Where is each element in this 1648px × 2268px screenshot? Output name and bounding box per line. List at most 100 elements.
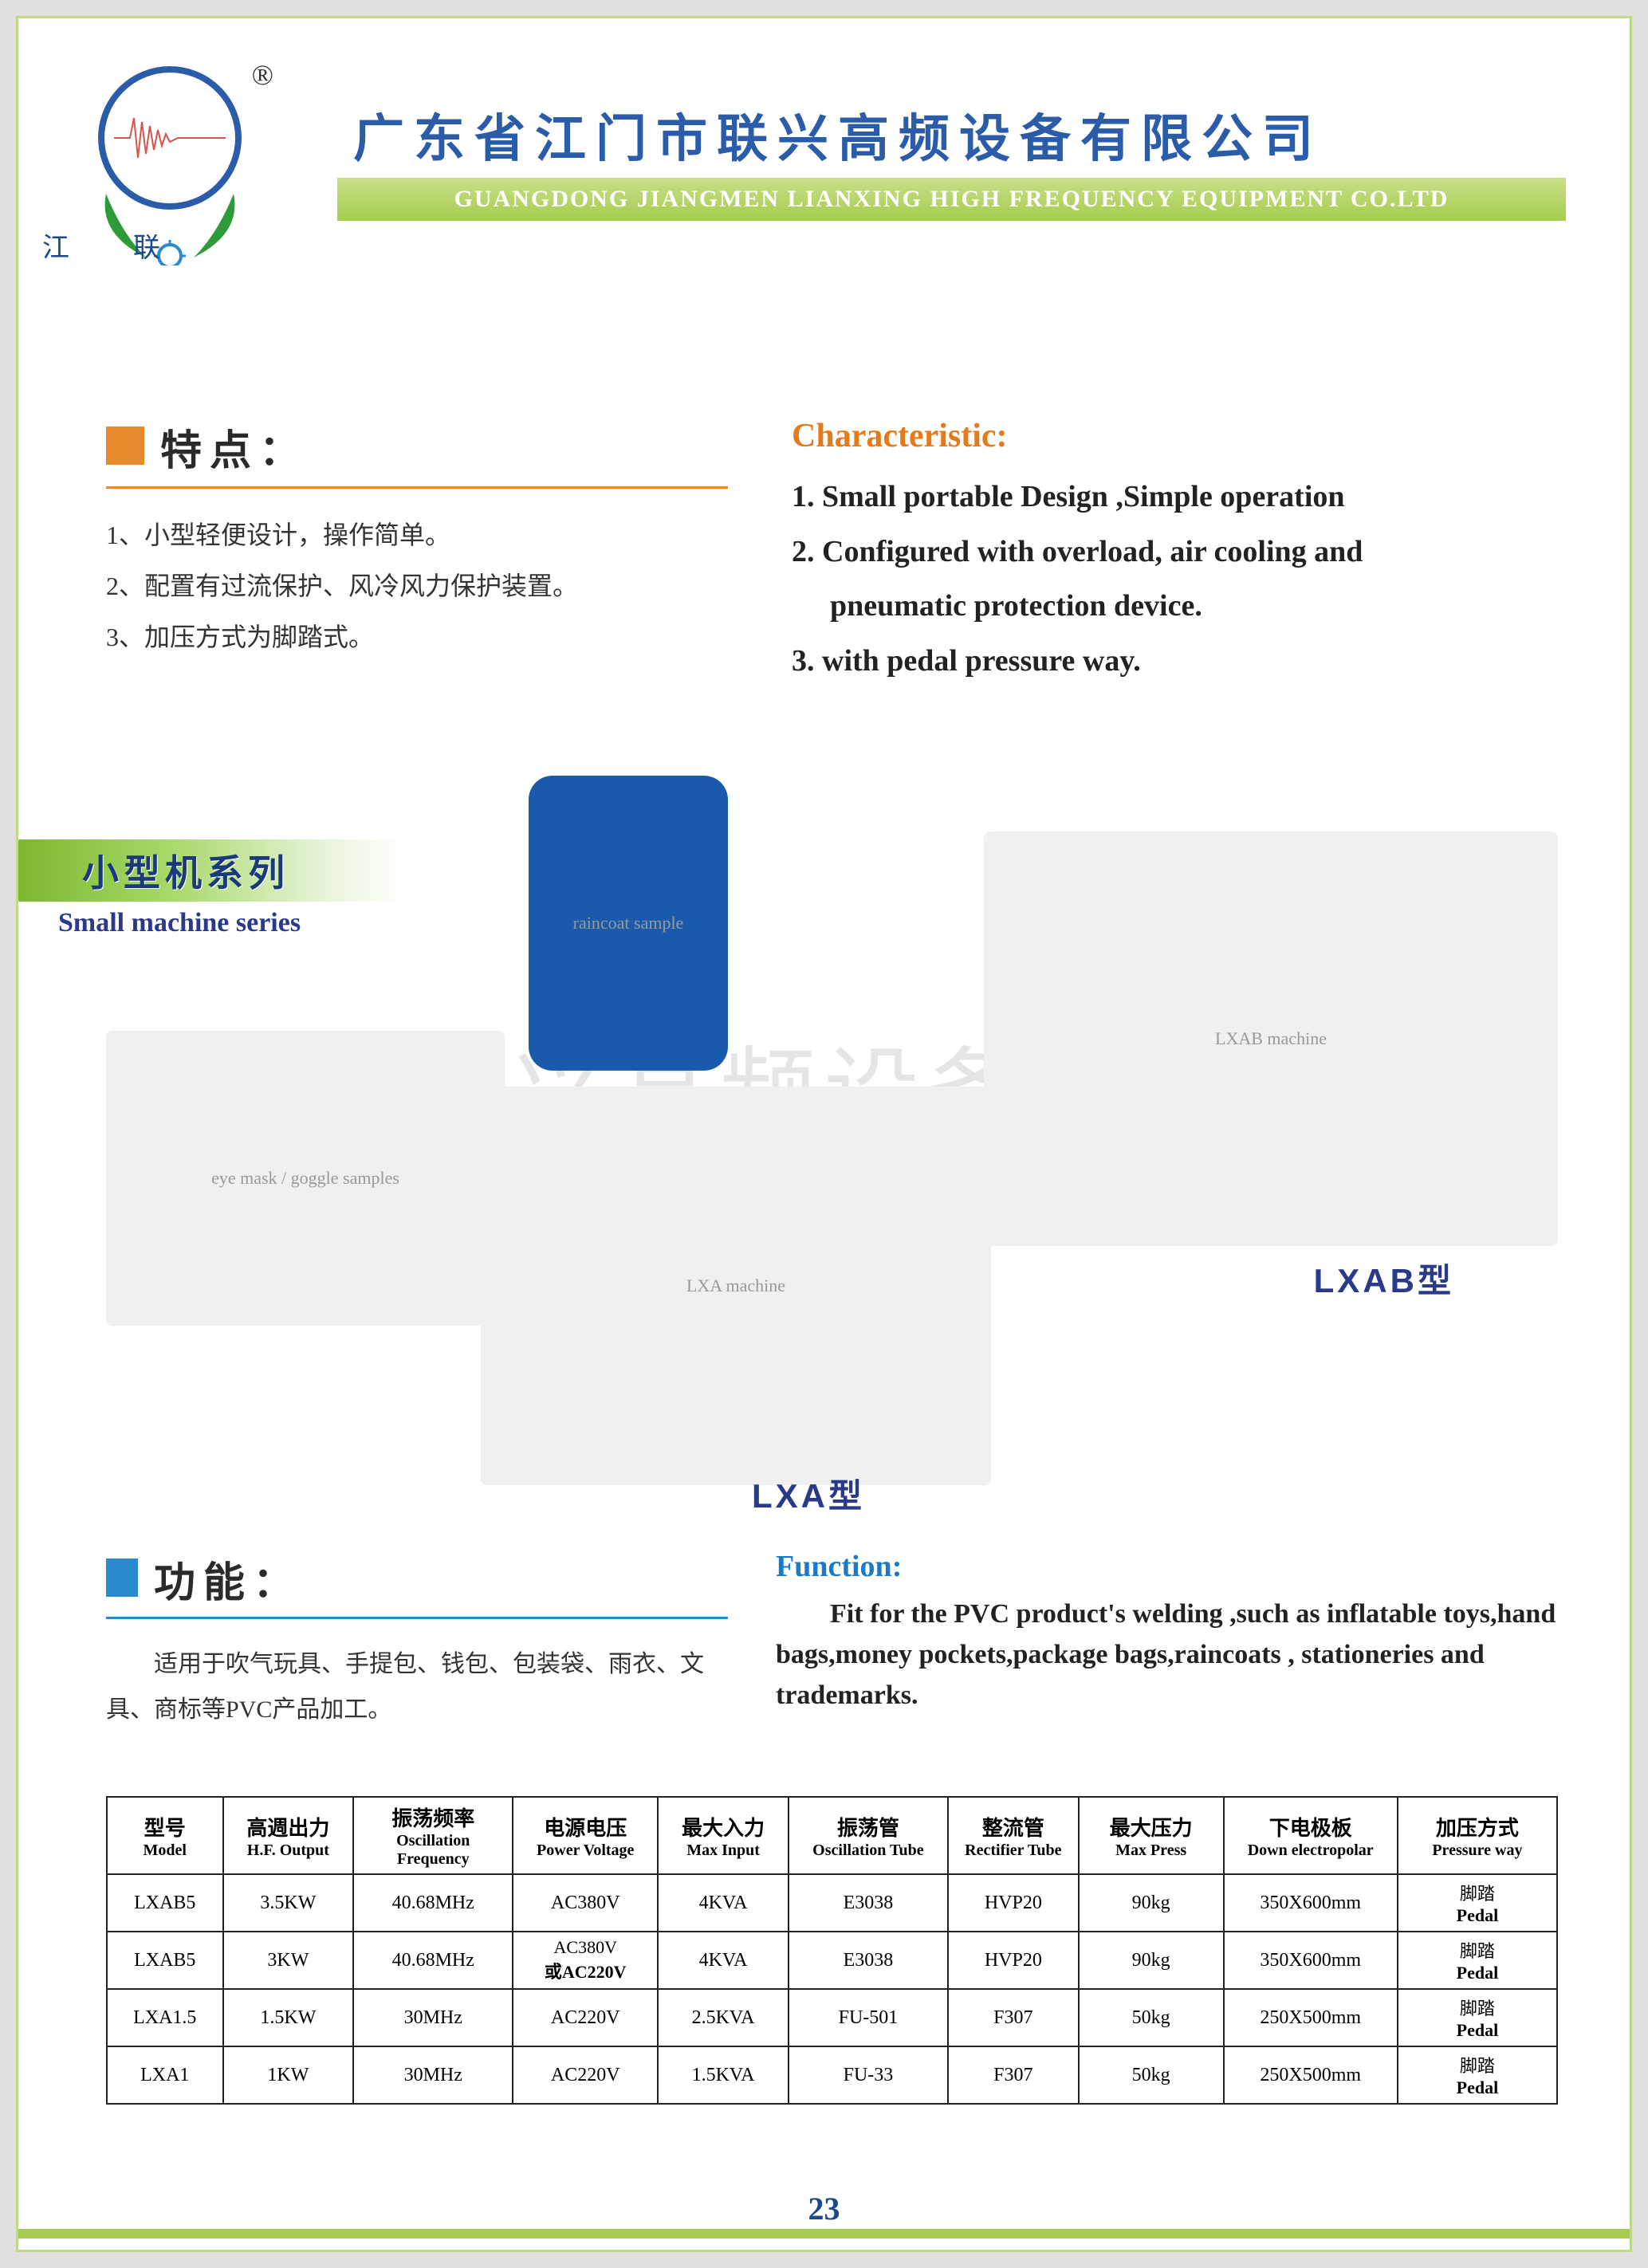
spec-cell: 40.68MHz <box>353 1874 513 1932</box>
spec-cell: LXAB5 <box>107 1874 223 1932</box>
spec-cell: 90kg <box>1079 1932 1224 1989</box>
spec-cell: 50kg <box>1079 1989 1224 2046</box>
spec-cell: 90kg <box>1079 1874 1224 1932</box>
spec-cell: 1KW <box>223 2046 354 2104</box>
spec-cell: 3.5KW <box>223 1874 354 1932</box>
raincoat-sample-image: raincoat sample <box>529 776 728 1071</box>
spec-cell: 30MHz <box>353 1989 513 2046</box>
char-list-en: 1. Small portable Design ,Simple operati… <box>792 471 1566 686</box>
spec-row: LXA11KW30MHzAC220V1.5KVAFU-33F30750kg250… <box>107 2046 1557 2104</box>
characteristic-en: Characteristic: 1. Small portable Design… <box>792 417 1566 690</box>
char-list-cn: 1、小型轻便设计，操作简单。 2、配置有过流保护、风冷风力保护装置。 3、加压方… <box>106 509 728 662</box>
lxab-machine-image: LXAB machine <box>984 831 1558 1246</box>
char-title-en: Characteristic: <box>792 417 1566 455</box>
page-header: ® 广东省江门市联兴高频设备有限公司 GUANGDONG JIANGMEN LI… <box>82 66 1566 273</box>
product-images-area: raincoat sample eye mask / goggle sample… <box>98 776 1566 1493</box>
footer-green-bar <box>18 2229 1630 2239</box>
blue-bullet-icon <box>106 1559 138 1597</box>
spec-cell: E3038 <box>789 1932 948 1989</box>
spec-cell: AC380V <box>513 1874 658 1932</box>
char-item-en: 3. with pedal pressure way. <box>792 635 1566 687</box>
spec-col-header: 型号Model <box>107 1797 223 1874</box>
spec-cell: 250X500mm <box>1224 1989 1398 2046</box>
function-en: Function: Fit for the PVC product's weld… <box>776 1549 1566 1732</box>
catalog-page: ® 广东省江门市联兴高频设备有限公司 GUANGDONG JIANGMEN LI… <box>16 16 1632 2252</box>
spec-cell: AC220V <box>513 1989 658 2046</box>
spec-table-body: LXAB53.5KW40.68MHzAC380V4KVAE3038HVP2090… <box>107 1874 1557 2104</box>
spec-col-header: 振荡频率Oscillation Frequency <box>353 1797 513 1874</box>
spec-row: LXA1.51.5KW30MHzAC220V2.5KVAFU-501F30750… <box>107 1989 1557 2046</box>
spec-cell: FU-33 <box>789 2046 948 2104</box>
spec-cell: 50kg <box>1079 2046 1224 2104</box>
company-name-en-bar: GUANGDONG JIANGMEN LIANXING HIGH FREQUEN… <box>337 178 1566 221</box>
char-item-cn: 1、小型轻便设计，操作简单。 <box>106 509 728 560</box>
spec-col-header: 下电极板Down electropolar <box>1224 1797 1398 1874</box>
registered-mark: ® <box>252 58 273 92</box>
characteristic-section: 特点： 1、小型轻便设计，操作简单。 2、配置有过流保护、风冷风力保护装置。 3… <box>106 417 1566 690</box>
spec-cell: LXA1 <box>107 2046 223 2104</box>
lxab-model-label: LXAB型 <box>1314 1254 1454 1303</box>
brand-short-label: 江联 <box>42 226 224 265</box>
lxa-machine-image: LXA machine <box>481 1087 991 1485</box>
spec-row: LXAB53.5KW40.68MHzAC380V4KVAE3038HVP2090… <box>107 1874 1557 1932</box>
spec-cell: 脚踏Pedal <box>1398 1932 1557 1989</box>
char-item-en: pneumatic protection device. <box>792 580 1566 632</box>
func-title-cn: 功能： <box>154 1549 302 1609</box>
func-underline <box>106 1617 728 1619</box>
spec-col-header: 振荡管Oscillation Tube <box>789 1797 948 1874</box>
spec-col-header: 最大入力Max Input <box>658 1797 789 1874</box>
logo-waveform-icon <box>114 114 226 162</box>
spec-cell: HVP20 <box>948 1932 1079 1989</box>
page-number: 23 <box>808 2190 840 2227</box>
spec-col-header: 高週出力H.F. Output <box>223 1797 354 1874</box>
spec-cell: F307 <box>948 1989 1079 2046</box>
char-title-cn: 特点： <box>160 417 309 477</box>
char-item-cn: 3、加压方式为脚踏式。 <box>106 611 728 662</box>
spec-cell: 4KVA <box>658 1932 789 1989</box>
spec-row: LXAB53KW40.68MHzAC380V或AC220V4KVAE3038HV… <box>107 1932 1557 1989</box>
spec-cell: E3038 <box>789 1874 948 1932</box>
spec-cell: FU-501 <box>789 1989 948 2046</box>
spec-cell: 脚踏Pedal <box>1398 1989 1557 2046</box>
spec-cell: 1.5KW <box>223 1989 354 2046</box>
spec-cell: 3KW <box>223 1932 354 1989</box>
spec-cell: 250X500mm <box>1224 2046 1398 2104</box>
spec-cell: 1.5KVA <box>658 2046 789 2104</box>
spec-cell: 350X600mm <box>1224 1932 1398 1989</box>
func-text-cn: 适用于吹气玩具、手提包、钱包、包装袋、雨衣、文具、商标等PVC产品加工。 <box>106 1641 728 1732</box>
lxa-model-label: LXA型 <box>752 1469 865 1518</box>
spec-cell: 40.68MHz <box>353 1932 513 1989</box>
char-underline <box>106 486 728 489</box>
orange-bullet-icon <box>106 426 144 465</box>
spec-header-row: 型号Model高週出力H.F. Output振荡频率Oscillation Fr… <box>107 1797 1557 1874</box>
spec-cell: LXA1.5 <box>107 1989 223 2046</box>
char-item-en: 2. Configured with overload, air cooling… <box>792 526 1566 578</box>
function-section: 功能： 适用于吹气玩具、手提包、钱包、包装袋、雨衣、文具、商标等PVC产品加工。… <box>106 1549 1566 1732</box>
spec-cell: HVP20 <box>948 1874 1079 1932</box>
spec-cell: 350X600mm <box>1224 1874 1398 1932</box>
spec-table-head: 型号Model高週出力H.F. Output振荡频率Oscillation Fr… <box>107 1797 1557 1874</box>
spec-cell: F307 <box>948 2046 1079 2104</box>
spec-cell: 30MHz <box>353 2046 513 2104</box>
spec-cell: 脚踏Pedal <box>1398 1874 1557 1932</box>
char-item-cn: 2、配置有过流保护、风冷风力保护装置。 <box>106 560 728 611</box>
char-item-en: 1. Small portable Design ,Simple operati… <box>792 471 1566 523</box>
spec-col-header: 加压方式Pressure way <box>1398 1797 1557 1874</box>
func-text-en: Fit for the PVC product's welding ,such … <box>776 1594 1566 1716</box>
spec-col-header: 整流管Rectifier Tube <box>948 1797 1079 1874</box>
spec-cell: AC380V或AC220V <box>513 1932 658 1989</box>
spec-col-header: 最大压力Max Press <box>1079 1797 1224 1874</box>
characteristic-cn: 特点： 1、小型轻便设计，操作简单。 2、配置有过流保护、风冷风力保护装置。 3… <box>106 417 728 690</box>
spec-cell: AC220V <box>513 2046 658 2104</box>
company-name-cn: 广东省江门市联兴高频设备有限公司 <box>353 98 1550 171</box>
spec-cell: 2.5KVA <box>658 1989 789 2046</box>
function-cn: 功能： 适用于吹气玩具、手提包、钱包、包装袋、雨衣、文具、商标等PVC产品加工。 <box>106 1549 728 1732</box>
spec-table: 型号Model高週出力H.F. Output振荡频率Oscillation Fr… <box>106 1796 1558 2105</box>
spec-cell: 脚踏Pedal <box>1398 2046 1557 2104</box>
func-title-en: Function: <box>776 1549 1566 1584</box>
company-logo: ® <box>98 66 281 250</box>
goggle-samples-image: eye mask / goggle samples <box>106 1031 505 1326</box>
spec-cell: 4KVA <box>658 1874 789 1932</box>
spec-cell: LXAB5 <box>107 1932 223 1989</box>
spec-col-header: 电源电压Power Voltage <box>513 1797 658 1874</box>
